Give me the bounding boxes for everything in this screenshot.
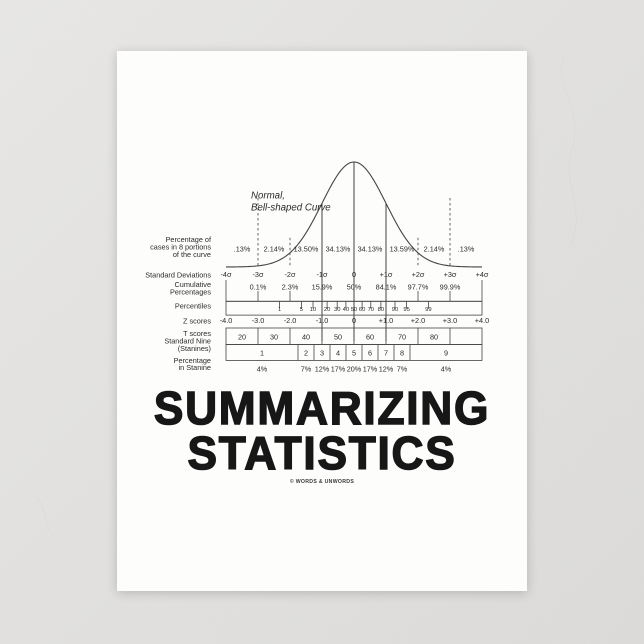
svg-text:+2σ: +2σ <box>412 270 425 279</box>
svg-text:Percentiles: Percentiles <box>175 302 211 311</box>
svg-text:99.9%: 99.9% <box>440 283 461 292</box>
svg-text:7%: 7% <box>397 365 408 374</box>
svg-text:0: 0 <box>352 270 356 279</box>
svg-text:0: 0 <box>352 316 356 325</box>
svg-text:34.13%: 34.13% <box>358 244 383 253</box>
svg-text:17%: 17% <box>331 365 346 374</box>
svg-text:90: 90 <box>392 307 398 313</box>
svg-text:-4.0: -4.0 <box>220 316 233 325</box>
svg-text:20%: 20% <box>347 365 362 374</box>
svg-text:2: 2 <box>304 349 308 358</box>
svg-text:-3σ: -3σ <box>253 270 264 279</box>
svg-text:40: 40 <box>343 307 349 313</box>
svg-text:13.59%: 13.59% <box>390 244 415 253</box>
svg-text:Normal,: Normal, <box>251 191 285 202</box>
svg-text:-3.0: -3.0 <box>252 316 265 325</box>
svg-text:2.3%: 2.3% <box>282 283 299 292</box>
svg-text:6: 6 <box>368 349 372 358</box>
svg-text:80: 80 <box>430 333 438 342</box>
svg-text:+4σ: +4σ <box>476 270 489 279</box>
svg-text:8: 8 <box>400 349 404 358</box>
svg-text:-1.0: -1.0 <box>316 316 329 325</box>
svg-text:5: 5 <box>352 349 356 358</box>
svg-text:-2.0: -2.0 <box>284 316 297 325</box>
svg-text:+1σ: +1σ <box>380 270 393 279</box>
svg-text:97.7%: 97.7% <box>408 283 429 292</box>
svg-text:84.1%: 84.1% <box>376 283 397 292</box>
svg-text:12%: 12% <box>379 365 394 374</box>
svg-text:+1.0: +1.0 <box>379 316 393 325</box>
svg-text:20: 20 <box>324 307 330 313</box>
svg-text:5: 5 <box>300 307 303 313</box>
svg-text:70: 70 <box>368 307 374 313</box>
svg-text:4%: 4% <box>257 365 268 374</box>
svg-text:-2σ: -2σ <box>285 270 296 279</box>
svg-text:12%: 12% <box>315 365 330 374</box>
svg-text:0.1%: 0.1% <box>250 283 267 292</box>
svg-text:Z scores: Z scores <box>183 317 211 326</box>
svg-text:of the curve: of the curve <box>173 250 211 259</box>
svg-text:99: 99 <box>425 307 431 313</box>
svg-text:70: 70 <box>398 333 406 342</box>
svg-text:Standard Deviations: Standard Deviations <box>145 271 211 280</box>
svg-text:50: 50 <box>334 333 342 342</box>
svg-text:2.14%: 2.14% <box>424 244 445 253</box>
svg-text:-1σ: -1σ <box>317 270 328 279</box>
svg-text:13.50%: 13.50% <box>294 244 319 253</box>
svg-text:7: 7 <box>384 349 388 358</box>
svg-text:Bell-shaped Curve: Bell-shaped Curve <box>251 203 331 214</box>
svg-text:2.14%: 2.14% <box>264 244 285 253</box>
svg-text:.13%: .13% <box>234 244 251 253</box>
svg-text:1: 1 <box>278 307 281 313</box>
svg-text:30: 30 <box>270 333 278 342</box>
svg-text:.13%: .13% <box>458 244 475 253</box>
svg-text:34.13%: 34.13% <box>326 244 351 253</box>
svg-text:-4σ: -4σ <box>221 270 232 279</box>
svg-text:9: 9 <box>444 349 448 358</box>
svg-text:20: 20 <box>238 333 246 342</box>
svg-text:+2.0: +2.0 <box>411 316 425 325</box>
svg-text:(Stanines): (Stanines) <box>178 344 211 353</box>
svg-text:17%: 17% <box>363 365 378 374</box>
svg-text:3: 3 <box>320 349 324 358</box>
svg-text:10: 10 <box>310 307 316 313</box>
svg-text:60: 60 <box>359 307 365 313</box>
svg-text:4%: 4% <box>441 365 452 374</box>
svg-text:50%: 50% <box>347 283 362 292</box>
svg-text:95: 95 <box>403 307 409 313</box>
svg-text:40: 40 <box>302 333 310 342</box>
svg-text:Percentages: Percentages <box>170 288 211 297</box>
svg-text:+4.0: +4.0 <box>475 316 489 325</box>
svg-text:in Stanine: in Stanine <box>179 363 211 372</box>
svg-text:80: 80 <box>378 307 384 313</box>
svg-text:1: 1 <box>260 349 264 358</box>
svg-text:+3σ: +3σ <box>444 270 457 279</box>
svg-text:50: 50 <box>351 307 357 313</box>
svg-text:7%: 7% <box>301 365 312 374</box>
svg-text:30: 30 <box>334 307 340 313</box>
svg-text:4: 4 <box>336 349 340 358</box>
svg-text:15.9%: 15.9% <box>312 283 333 292</box>
svg-text:60: 60 <box>366 333 374 342</box>
svg-text:+3.0: +3.0 <box>443 316 457 325</box>
